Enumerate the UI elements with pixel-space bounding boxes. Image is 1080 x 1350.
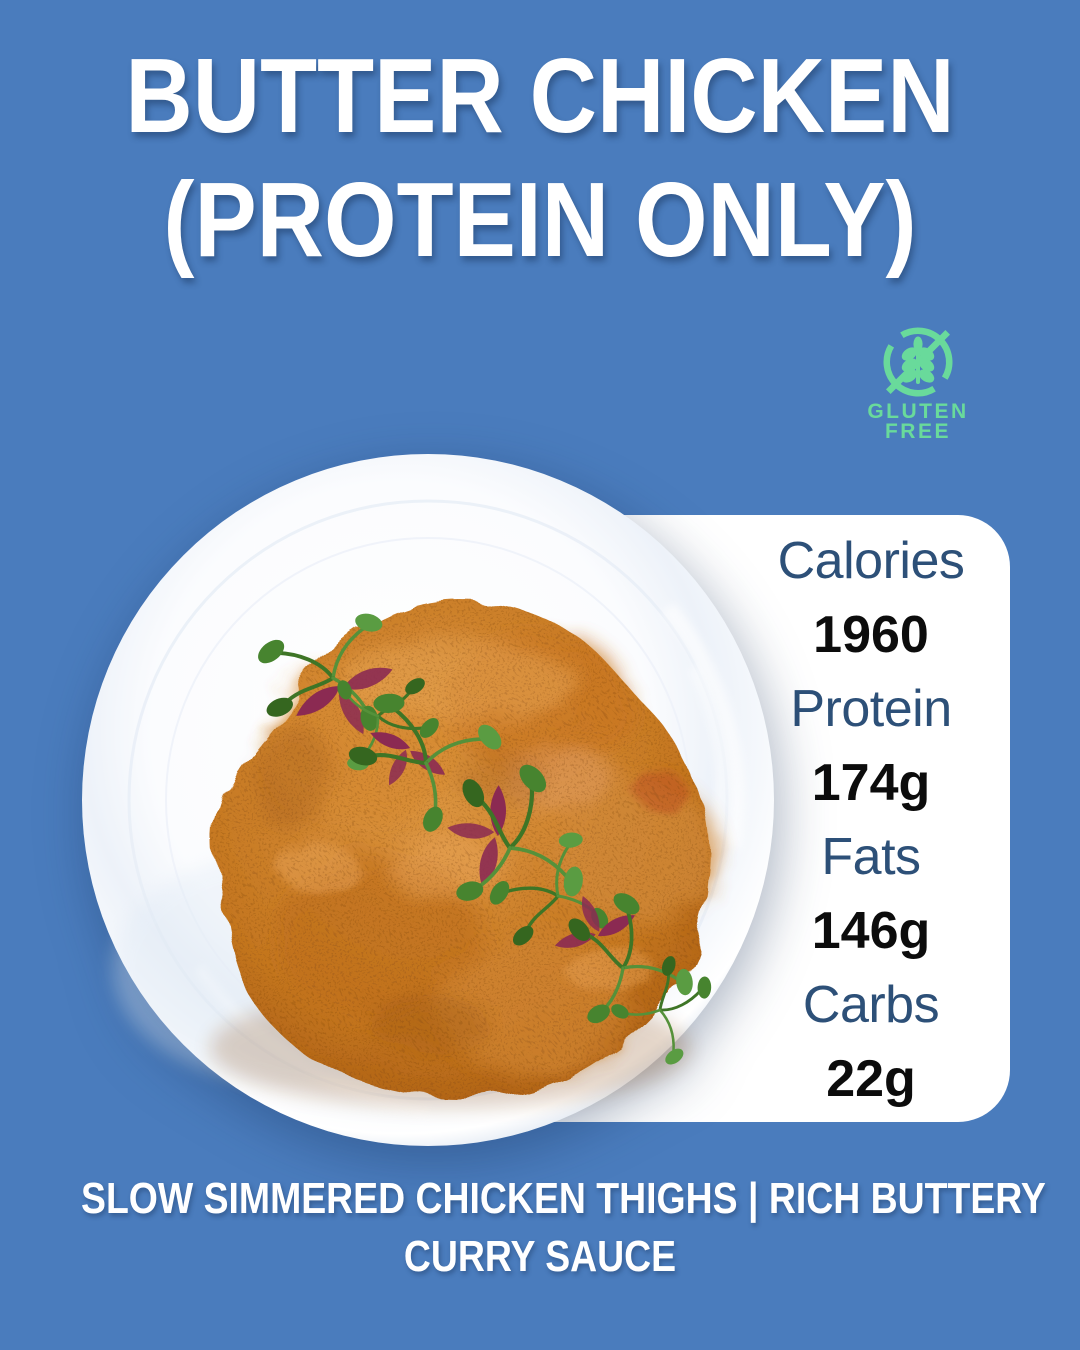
description-line-1: SLOW SIMMERED CHICKEN THIGHS | RICH BUTT… bbox=[81, 1174, 1046, 1223]
gluten-free-label-line1: GLUTEN bbox=[867, 400, 969, 423]
nutrition-label: Protein bbox=[790, 680, 952, 738]
dish-description: SLOW SIMMERED CHICKEN THIGHS | RICH BUTT… bbox=[81, 1170, 1046, 1286]
gluten-free-badge: GLUTEN FREE bbox=[856, 322, 980, 442]
title-line-2: (PROTEIN ONLY) bbox=[163, 161, 917, 280]
page-title: BUTTER CHICKEN (PROTEIN ONLY) bbox=[65, 34, 1015, 282]
title-line-1: BUTTER CHICKEN bbox=[125, 37, 955, 155]
plate-photo: .stem{stroke:#3e7526;stroke-width:3.4;fi… bbox=[78, 448, 782, 1152]
nutrition-value: 146g bbox=[811, 902, 931, 960]
nutrition-label: Fats bbox=[821, 828, 921, 886]
nutrition-label: Carbs bbox=[802, 976, 940, 1034]
description-line-2: CURRY SAUCE bbox=[403, 1232, 677, 1281]
nutrition-value: 174g bbox=[811, 754, 931, 812]
nutrition-list: Calories 1960 Protein 174g Fats 146g Car… bbox=[732, 524, 1010, 1116]
nutrition-label: Calories bbox=[777, 532, 965, 590]
gluten-free-label-line2: FREE bbox=[884, 420, 951, 443]
gluten-free-icon bbox=[883, 327, 953, 397]
nutrition-value: 22g bbox=[826, 1050, 916, 1108]
butter-chicken-illustration: .stem{stroke:#3e7526;stroke-width:3.4;fi… bbox=[82, 454, 774, 1146]
nutrition-value: 1960 bbox=[813, 606, 929, 664]
